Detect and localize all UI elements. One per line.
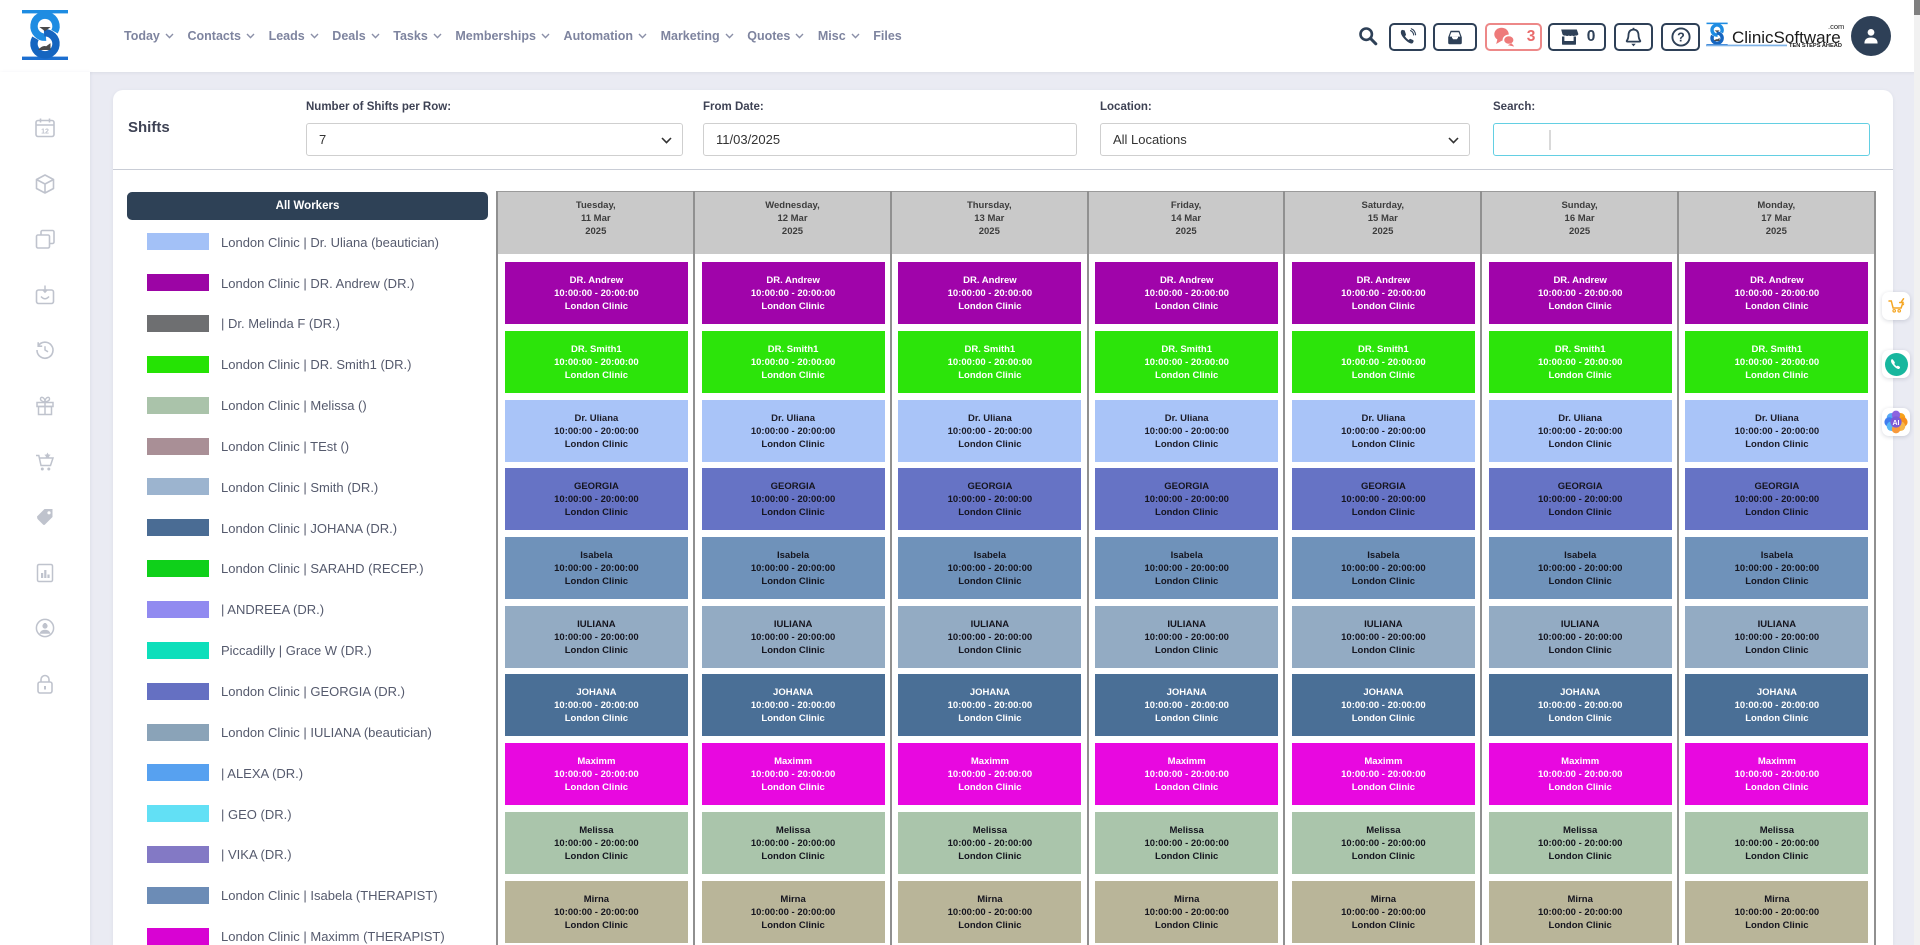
svg-text:AI: AI	[1893, 420, 1900, 427]
svg-text:ClinicSoftware: ClinicSoftware	[1732, 28, 1841, 47]
svg-text:.com: .com	[1828, 22, 1844, 31]
svg-text:12: 12	[41, 129, 49, 136]
svg-text:TEN STEPS AHEAD: TEN STEPS AHEAD	[1789, 43, 1842, 49]
svg-text:?: ?	[1677, 30, 1685, 44]
